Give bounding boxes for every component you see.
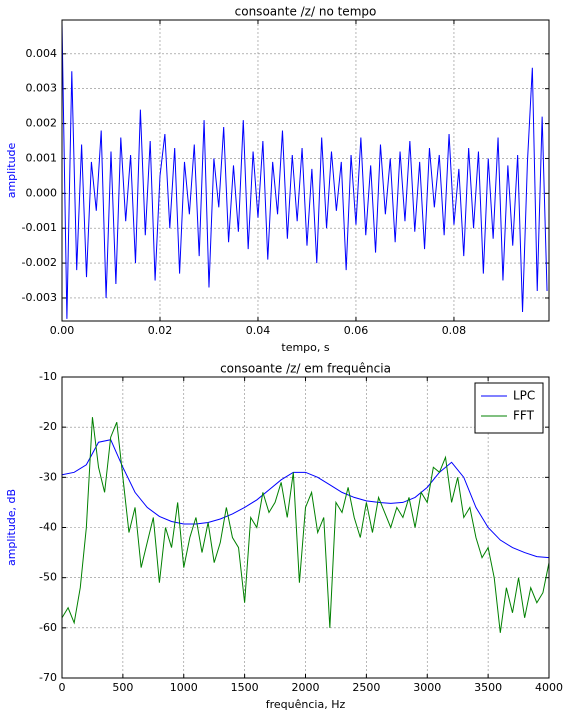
plot-area: [62, 20, 549, 321]
x-axis-label: frequência, Hz: [266, 698, 346, 711]
y-tick-label: -0.002: [22, 256, 57, 269]
y-tick-label: 0.000: [26, 186, 58, 199]
x-tick-label: 0.06: [344, 324, 369, 337]
y-tick-label: -20: [39, 420, 57, 433]
x-tick-label: 1500: [231, 681, 259, 694]
x-tick-label: 0.08: [442, 324, 467, 337]
y-tick-label: -0.003: [22, 291, 57, 304]
x-tick-label: 4000: [535, 681, 563, 694]
y-tick-label: -70: [39, 671, 57, 684]
y-tick-label: -0.001: [22, 221, 57, 234]
y-tick-label: 0.004: [26, 47, 58, 60]
legend-label: FFT: [513, 409, 535, 423]
chart-title: consoante /z/ em frequência: [220, 362, 391, 376]
y-axis-label: amplitude, dB: [5, 489, 18, 566]
y-axis-label: amplitude: [5, 142, 18, 198]
x-axis-label: tempo, s: [281, 341, 330, 354]
legend-label: LPC: [513, 389, 535, 403]
series-line: [62, 439, 549, 559]
chart-title: consoante /z/ no tempo: [235, 5, 377, 19]
y-tick-label: -10: [39, 370, 57, 383]
y-tick-label: 0.003: [26, 82, 58, 95]
y-tick-label: -60: [39, 621, 57, 634]
series-line: [62, 417, 549, 633]
x-tick-label: 1000: [170, 681, 198, 694]
x-tick-label: 3500: [474, 681, 502, 694]
y-tick-label: 0.001: [26, 151, 58, 164]
x-tick-label: 0.02: [148, 324, 173, 337]
x-tick-label: 0.00: [50, 324, 75, 337]
y-tick-label: 0.002: [26, 117, 58, 130]
x-tick-label: 3000: [413, 681, 441, 694]
x-tick-label: 0: [59, 681, 66, 694]
plot-frame: [61, 19, 550, 322]
x-tick-label: 0.04: [246, 324, 271, 337]
y-tick-label: -40: [39, 521, 57, 534]
legend-box: [474, 382, 544, 434]
y-tick-label: -30: [39, 470, 57, 483]
plot-frame: [61, 376, 550, 679]
x-tick-label: 2000: [292, 681, 320, 694]
x-tick-label: 500: [112, 681, 133, 694]
y-tick-label: -50: [39, 571, 57, 584]
series-line: [62, 22, 548, 319]
x-tick-label: 2500: [352, 681, 380, 694]
